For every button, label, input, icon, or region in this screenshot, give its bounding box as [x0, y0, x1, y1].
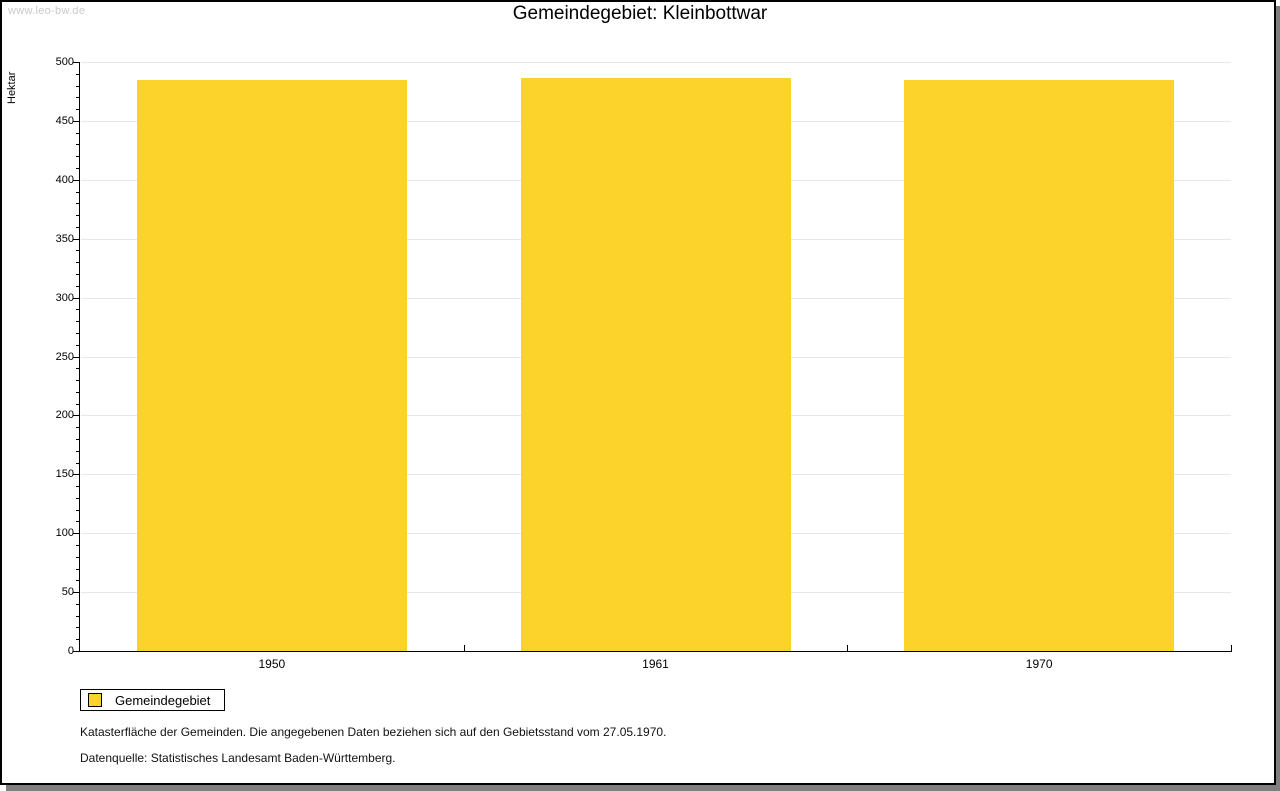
y-minor-tick-120 [76, 509, 80, 511]
y-minor-tick-30 [76, 615, 80, 617]
y-minor-tick-180 [76, 438, 80, 440]
y-minor-tick-370 [76, 215, 80, 217]
caption-datasource: Datenquelle: Statistisches Landesamt Bad… [80, 751, 396, 765]
y-minor-tick-440 [76, 132, 80, 134]
y-major-tick-50 [73, 592, 80, 594]
y-minor-tick-260 [76, 344, 80, 346]
y-minor-tick-310 [76, 285, 80, 287]
y-minor-tick-10 [76, 639, 80, 641]
y-minor-tick-270 [76, 332, 80, 334]
y-tick-label-150: 150 [55, 468, 74, 481]
y-minor-tick-420 [76, 156, 80, 158]
y-minor-tick-430 [76, 144, 80, 146]
y-minor-tick-290 [76, 309, 80, 311]
x-boundary-tick-2 [847, 645, 849, 651]
legend-swatch-gemeindegebiet [88, 693, 102, 707]
y-minor-tick-460 [76, 109, 80, 111]
y-tick-label-0: 0 [67, 645, 74, 657]
y-minor-tick-220 [76, 391, 80, 393]
x-axis-end-tick [1231, 645, 1232, 652]
y-major-tick-100 [73, 533, 80, 535]
x-tick-label-1961: 1961 [642, 657, 669, 671]
y-major-tick-350 [73, 238, 80, 240]
y-minor-tick-480 [76, 85, 80, 87]
y-minor-tick-390 [76, 191, 80, 193]
y-minor-tick-470 [76, 97, 80, 99]
y-minor-tick-190 [76, 427, 80, 429]
y-major-tick-200 [73, 415, 80, 417]
bar-1950 [136, 79, 407, 651]
y-tick-label-250: 250 [55, 350, 74, 363]
y-tick-label-500: 500 [55, 56, 74, 68]
watermark-text: www.leo-bw.de [8, 5, 86, 17]
y-tick-label-400: 400 [55, 173, 74, 186]
y-minor-tick-320 [76, 274, 80, 276]
y-minor-tick-280 [76, 321, 80, 323]
y-minor-tick-210 [76, 403, 80, 405]
y-major-tick-150 [73, 474, 80, 476]
chart-title: Gemeindegebiet: Kleinbottwar [512, 3, 768, 24]
y-minor-tick-90 [76, 544, 80, 546]
y-minor-tick-410 [76, 168, 80, 170]
y-minor-tick-380 [76, 203, 80, 205]
y-minor-tick-80 [76, 556, 80, 558]
y-minor-tick-70 [76, 568, 80, 570]
y-minor-tick-330 [76, 262, 80, 264]
y-major-tick-250 [73, 356, 80, 358]
x-tick-label-1950: 1950 [258, 657, 286, 671]
y-major-tick-500 [73, 62, 80, 63]
legend-label: Gemeindegebiet [115, 692, 211, 708]
x-axis-line [79, 651, 1232, 652]
y-tick-label-50: 50 [61, 586, 74, 599]
y-minor-tick-490 [76, 73, 80, 75]
y-minor-tick-230 [76, 380, 80, 382]
y-minor-tick-40 [76, 603, 80, 605]
x-tick-label-1970: 1970 [1025, 657, 1053, 671]
y-minor-tick-170 [76, 450, 80, 452]
y-major-tick-0 [73, 651, 80, 652]
frame-shadow-right [1275, 6, 1280, 791]
legend-box: Gemeindegebiet [80, 689, 226, 711]
y-minor-tick-60 [76, 580, 80, 582]
y-tick-label-450: 450 [55, 114, 74, 127]
y-gridline-500 [81, 62, 1231, 63]
y-minor-tick-20 [76, 627, 80, 629]
y-major-tick-300 [73, 297, 80, 299]
x-boundary-tick-1 [463, 645, 465, 651]
y-tick-label-350: 350 [55, 232, 74, 245]
frame-shadow-bottom [6, 784, 1280, 791]
bar-1970 [904, 79, 1175, 651]
y-minor-tick-110 [76, 521, 80, 523]
y-minor-tick-340 [76, 250, 80, 252]
y-tick-label-300: 300 [55, 291, 74, 304]
y-major-tick-450 [73, 120, 80, 122]
y-tick-label-100: 100 [55, 527, 74, 540]
y-minor-tick-360 [76, 226, 80, 228]
caption-description: Katasterfläche der Gemeinden. Die angege… [80, 725, 667, 739]
y-minor-tick-160 [76, 462, 80, 464]
y-major-tick-400 [73, 179, 80, 181]
y-minor-tick-240 [76, 368, 80, 370]
y-minor-tick-140 [76, 486, 80, 488]
y-tick-label-200: 200 [55, 409, 74, 422]
y-minor-tick-130 [76, 497, 80, 499]
bar-1961 [520, 78, 791, 651]
